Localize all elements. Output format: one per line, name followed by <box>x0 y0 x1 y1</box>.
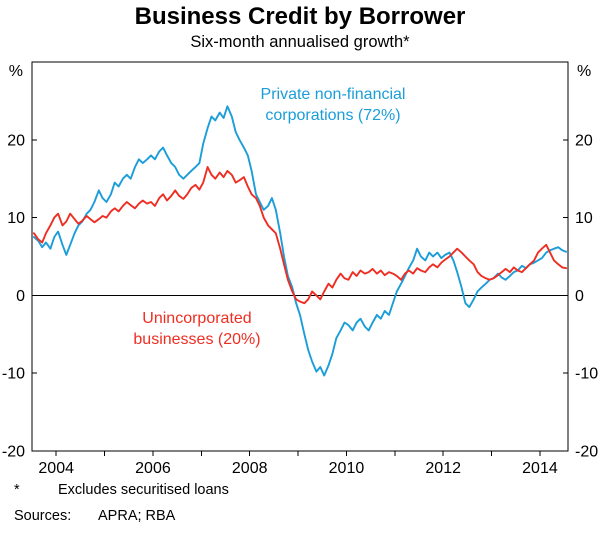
series-label-line: Private non-financial <box>260 86 406 103</box>
svg-text:2012: 2012 <box>425 460 461 477</box>
svg-text:0: 0 <box>575 288 584 305</box>
svg-text:-20: -20 <box>575 444 598 461</box>
series-label-private-corporations: Private non-financial corporations (72%) <box>218 84 448 126</box>
svg-text:2006: 2006 <box>135 460 171 477</box>
svg-text:2008: 2008 <box>232 460 268 477</box>
svg-text:2010: 2010 <box>329 460 365 477</box>
footnote-sources: Sources: APRA; RBA <box>14 508 175 524</box>
sources-label: Sources: <box>14 508 72 524</box>
series-label-line: corporations (72%) <box>265 107 401 124</box>
chart-area: -20 -20 -10 -10 0 0 10 10 20 20%% 2004 2006 2008 2010… <box>0 56 600 480</box>
svg-text:%: % <box>9 63 23 80</box>
svg-text:10: 10 <box>7 210 25 227</box>
svg-text:-10: -10 <box>575 366 598 383</box>
series-label-line: businesses (20%) <box>133 331 261 348</box>
series-label-unincorporated-businesses: Unincorporated businesses (20%) <box>82 308 312 350</box>
series-label-line: Unincorporated <box>142 310 252 327</box>
svg-text:%: % <box>577 63 591 80</box>
svg-text:20: 20 <box>575 132 593 149</box>
svg-text:2014: 2014 <box>522 460 558 477</box>
chart-subtitle: Six-month annualised growth* <box>190 33 410 51</box>
sources-text: APRA; RBA <box>98 508 176 524</box>
chart-title: Business Credit by Borrower <box>134 3 466 30</box>
svg-text:0: 0 <box>16 288 25 305</box>
chart-plot: -20 -20 -10 -10 0 0 10 10 20 20% % 2004 2006 2008 2010… <box>2 61 598 477</box>
svg-text:2004: 2004 <box>38 460 74 477</box>
footnote-excludes-securitised-loans: * Excludes securitised loans <box>14 482 229 498</box>
svg-text:-20: -20 <box>2 444 25 461</box>
footnote-asterisk: * <box>14 482 20 498</box>
svg-text:10: 10 <box>575 210 593 227</box>
footnote-text: Excludes securitised loans <box>58 482 229 498</box>
svg-text:-10: -10 <box>2 366 25 383</box>
svg-text:20: 20 <box>7 132 25 149</box>
